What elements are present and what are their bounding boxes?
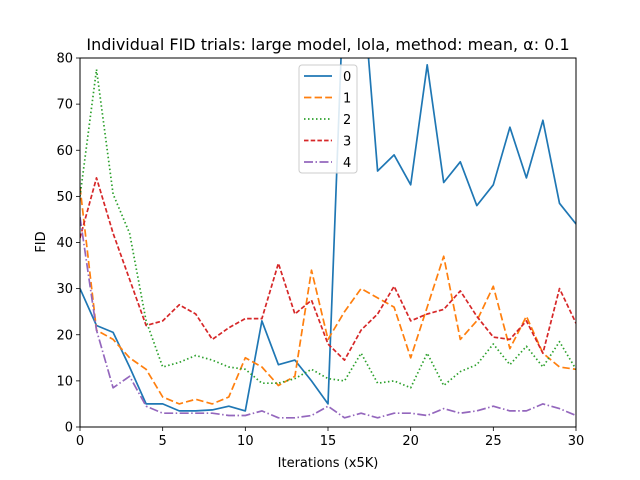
x-tick-label: 30 bbox=[568, 434, 585, 449]
y-axis: 0 10 20 30 40 50 60 70 80 bbox=[56, 52, 80, 436]
series-line-4 bbox=[80, 216, 576, 419]
series-line-3 bbox=[80, 177, 576, 361]
chart-title: Individual FID trials: large model, lola… bbox=[86, 35, 569, 54]
y-axis-label: FID bbox=[34, 231, 49, 252]
x-tick-label: 25 bbox=[485, 434, 502, 449]
x-tick-label: 10 bbox=[237, 434, 254, 449]
legend: 0 1 2 3 4 bbox=[298, 64, 358, 174]
y-tick-label: 50 bbox=[56, 190, 73, 205]
x-axis: 0 5 10 15 20 25 30 bbox=[76, 427, 584, 449]
x-tick-label: 20 bbox=[402, 434, 419, 449]
legend-label: 1 bbox=[343, 92, 351, 107]
x-axis-label: Iterations (x5K) bbox=[278, 456, 379, 471]
y-tick-label: 10 bbox=[56, 374, 73, 389]
legend-label: 0 bbox=[343, 70, 351, 85]
series-layer bbox=[80, 58, 576, 419]
y-tick-label: 80 bbox=[56, 52, 73, 67]
legend-label: 2 bbox=[343, 113, 351, 128]
legend-label: 3 bbox=[343, 135, 351, 150]
x-tick-label: 15 bbox=[320, 434, 337, 449]
series-line-0 bbox=[80, 58, 576, 412]
legend-label: 4 bbox=[343, 156, 351, 171]
y-tick-label: 40 bbox=[56, 236, 73, 251]
y-tick-label: 30 bbox=[56, 282, 73, 297]
y-tick-label: 20 bbox=[56, 328, 73, 343]
x-tick-label: 5 bbox=[159, 434, 167, 449]
series-line-1 bbox=[80, 187, 576, 405]
y-tick-label: 70 bbox=[56, 98, 73, 113]
y-tick-label: 60 bbox=[56, 144, 73, 159]
y-tick-label: 0 bbox=[65, 421, 73, 436]
x-tick-label: 0 bbox=[76, 434, 84, 449]
series-line-2 bbox=[80, 68, 576, 389]
